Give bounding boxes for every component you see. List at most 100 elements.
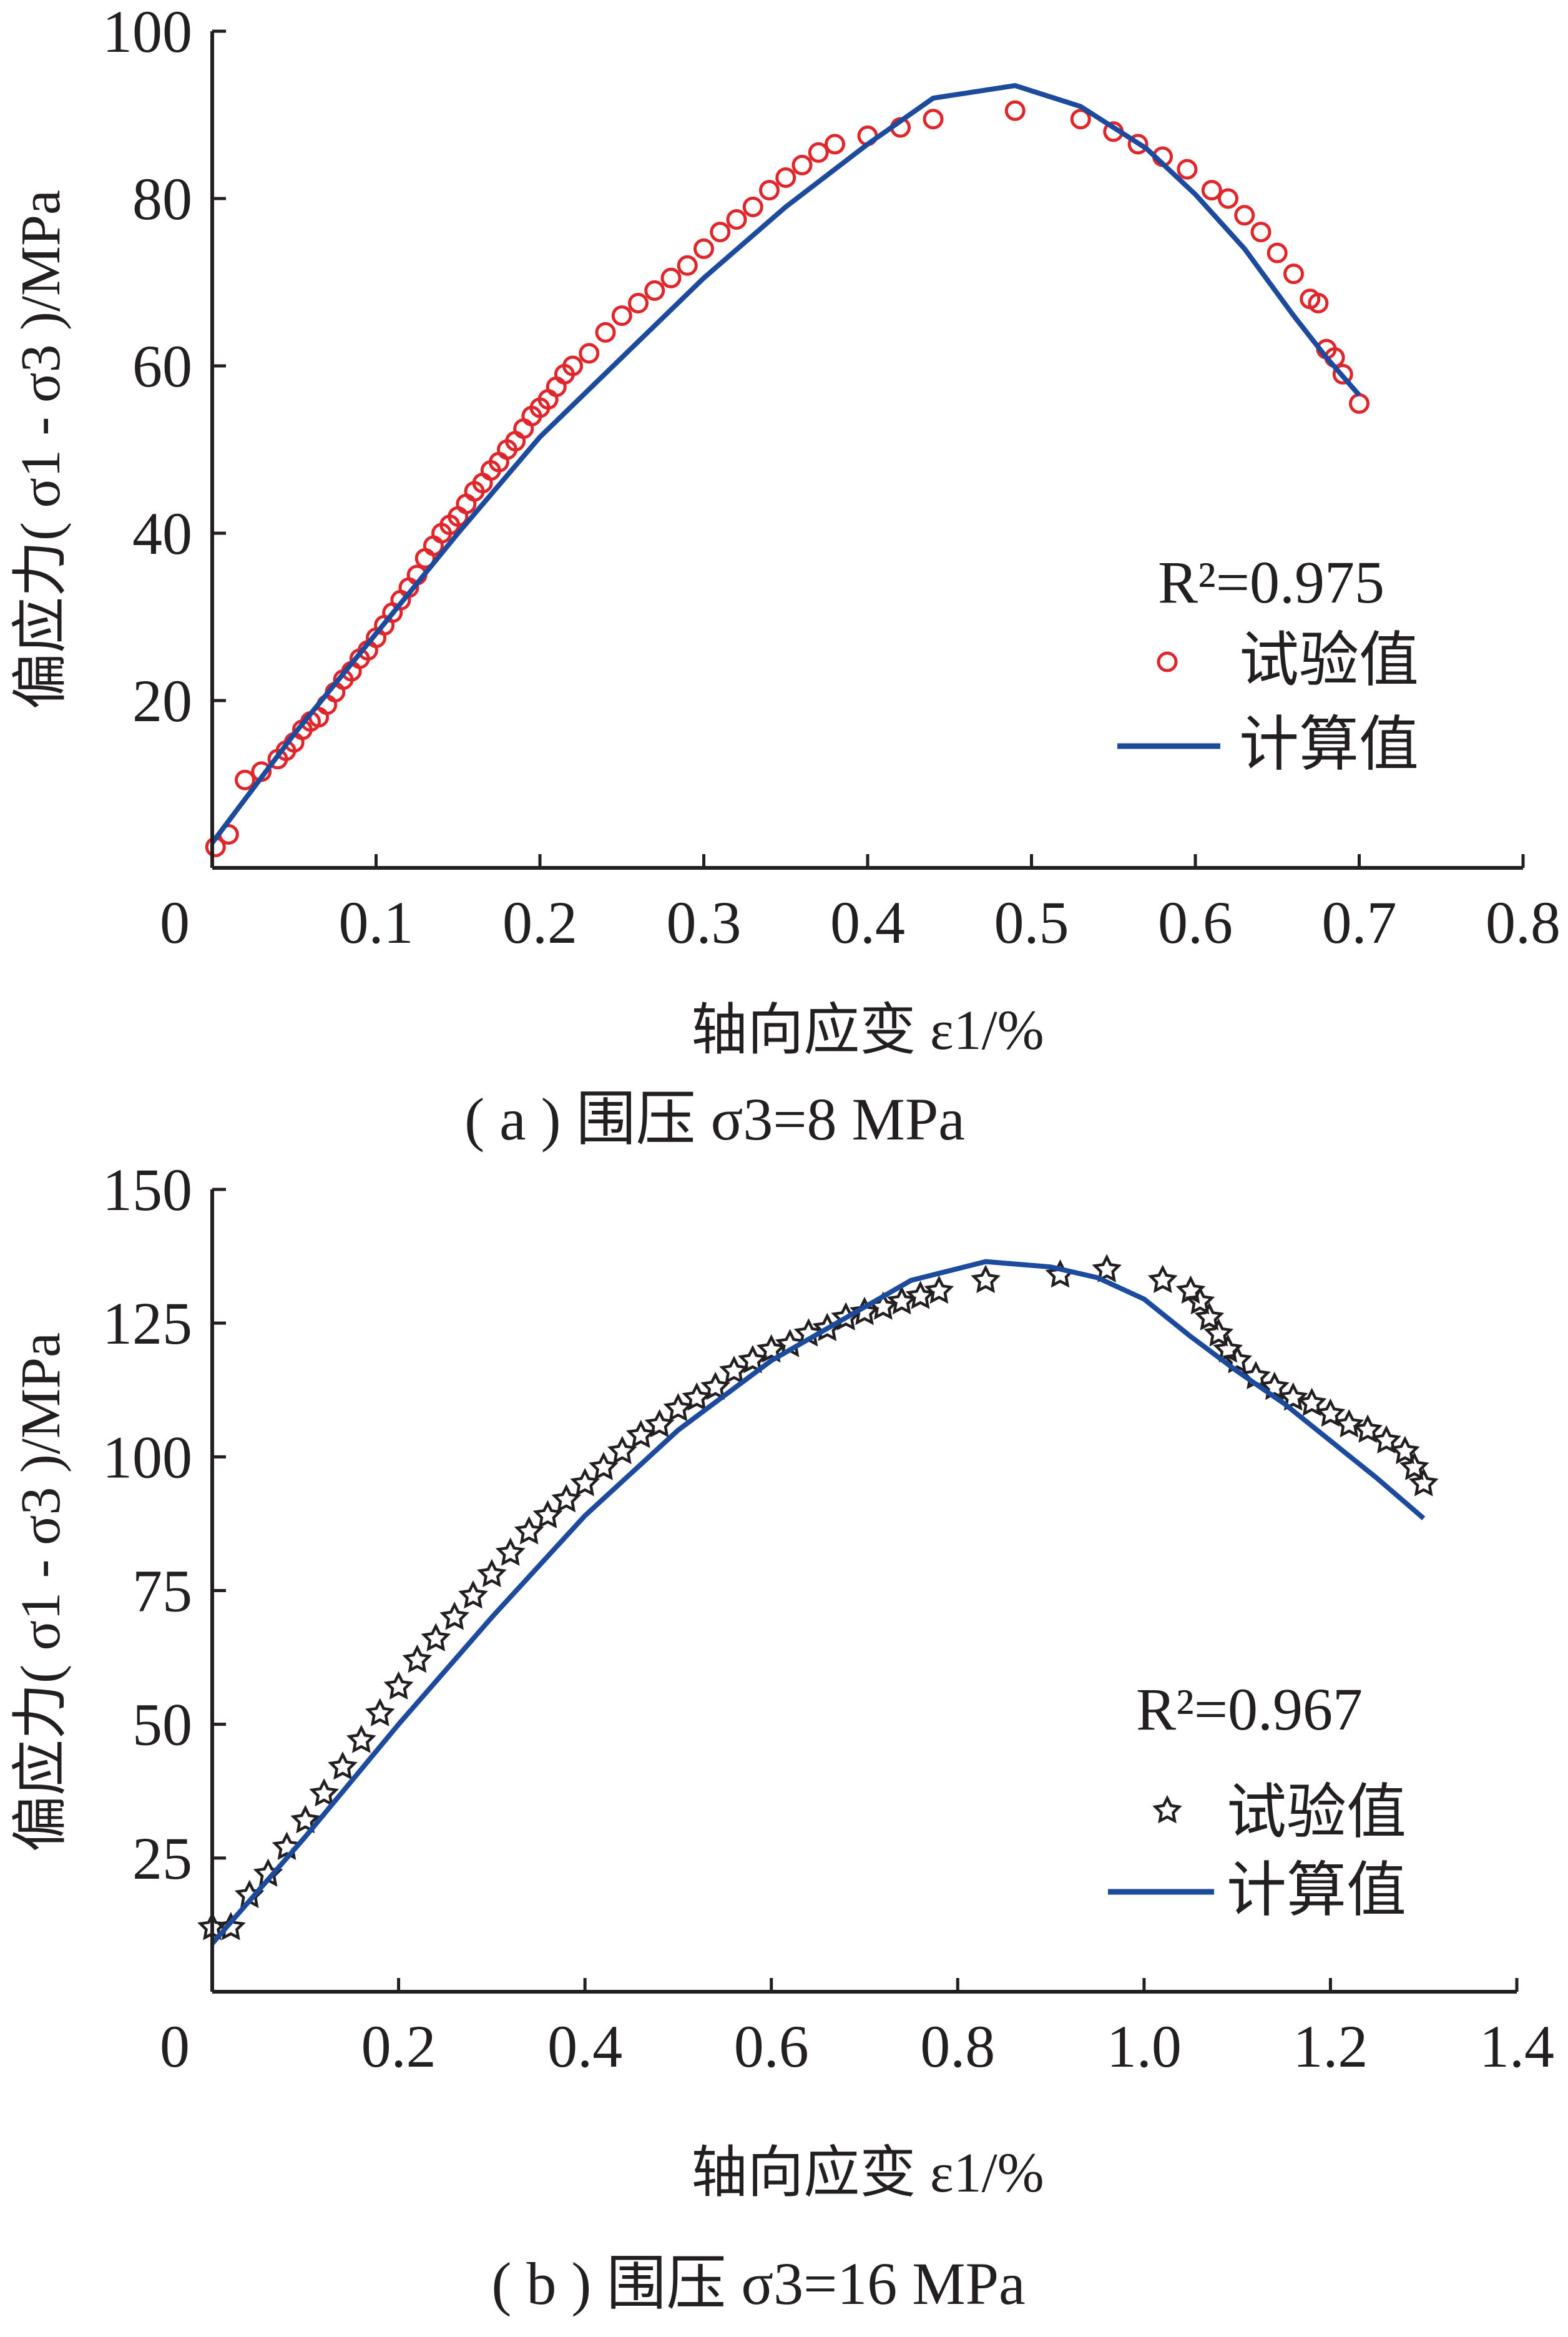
panel-b-legend-label-test: 试验值 [1227, 1779, 1406, 1846]
panel-b-test-point [570, 1468, 600, 1497]
panel-b-y-tick-label: 125 [102, 1290, 192, 1357]
panel-a-y-tick-label: 80 [132, 165, 192, 232]
panel-b-y-tick-label: 100 [102, 1424, 192, 1490]
panel-b-y-tick-label: 150 [102, 1156, 192, 1223]
panel-b-test-point [1408, 1468, 1439, 1497]
panel-a-test-point [1332, 363, 1353, 385]
panel-b-test-point [1371, 1425, 1401, 1454]
panel-a-y-tick-label: 100 [102, 0, 192, 65]
panel-a-test-point [825, 134, 845, 155]
panel-b-y-axis-title: 偏应力( σ1 - σ3 )/MPa [10, 1332, 72, 1852]
panel-b-r-squared: R²=0.967 [1136, 1676, 1363, 1743]
panel-a-x-tick-label: 0.3 [667, 889, 742, 956]
panel-b-ticks: 0 0.2 0.4 0.6 0.8 1.0 1.2 1.4 25 50 75 100 125 150 [102, 1156, 1554, 2080]
panel-a-ticks: 0 0.1 0.2 0.3 0.4 0.5 0.6 0.7 0.8 20 40 60 80 100 [102, 0, 1561, 956]
panel-a-test-point [562, 355, 583, 376]
panel-b-test-point [439, 1601, 469, 1630]
panel-b-test-point [383, 1671, 414, 1700]
panel-a-test-point [1283, 263, 1304, 285]
panel-b-test-point [1315, 1398, 1346, 1427]
panel-b-test-point [272, 1831, 302, 1861]
panel-a-test-point [1349, 393, 1370, 414]
panel-a-test-point [644, 280, 665, 301]
panel-b-x-tick-label: 1.4 [1479, 2013, 1554, 2080]
panel-a-test-point [1250, 222, 1272, 243]
panel-a-test-point [923, 109, 944, 130]
panel-a-x-tick-label: 0.1 [339, 889, 414, 956]
panel-a-x-tick-label: 0.4 [830, 889, 905, 956]
panel-a-test-point [1004, 100, 1026, 121]
panel-b-test-point [1147, 1264, 1178, 1293]
panel-a-x-tick-label: 0.8 [1486, 889, 1561, 956]
panel-b-test-point [216, 1912, 246, 1941]
panel-b-test-point [1092, 1254, 1122, 1282]
panel-b-x-tick-label: 1.2 [1293, 2013, 1368, 2080]
panel-a-test-point [1218, 188, 1238, 209]
panel-b-test-point [905, 1281, 936, 1309]
panel-a-test-point [579, 343, 600, 364]
panel-b-test-point [1185, 1286, 1215, 1315]
panel-a-test-point [726, 209, 747, 230]
panel-a-test-point [742, 196, 763, 217]
panel-a-test-point [660, 267, 682, 288]
panel-b-test-point [421, 1623, 451, 1651]
panel-b-caption: ( b ) 围压 σ3=16 MPa [491, 2250, 1025, 2317]
panel-a-x-tick-label: 0.6 [1158, 889, 1233, 956]
panel-b-x-tick-label: 0.4 [547, 2013, 622, 2080]
panel-b-test-point [1296, 1387, 1327, 1416]
panel-b-test-point [1390, 1435, 1420, 1465]
panel-b-test-point [971, 1264, 1001, 1293]
panel-b-test-point [1222, 1345, 1252, 1374]
panel-b-x-tick-label: 1.0 [1107, 2013, 1182, 2080]
panel-b-test-point [290, 1804, 321, 1834]
panel-a-test-point [1201, 180, 1222, 201]
panel-b-test-point [663, 1393, 693, 1422]
panel-a-test-point [791, 154, 813, 175]
panel-a-test-point [423, 535, 444, 556]
panel-a-x-tick-label: 0 [160, 889, 190, 956]
panel-a-y-tick-label: 60 [132, 333, 192, 400]
panel-b-test-point [756, 1334, 786, 1363]
panel-b-test-point [477, 1558, 507, 1588]
panel-b-test-point [1353, 1414, 1383, 1443]
panel-a-legend-label-test: 试验值 [1239, 627, 1419, 694]
panel-a-test-point [1234, 205, 1255, 226]
panel-a-test-point [595, 322, 616, 343]
panel-a-test-point [1127, 134, 1149, 155]
panel-a-caption: ( a ) 围压 σ3=8 MPa [464, 1086, 965, 1153]
panel-a-test-point [808, 142, 829, 163]
panel-a-x-tick-label: 0.2 [502, 889, 577, 956]
panel-a-test-point [628, 293, 649, 313]
panel-a-test-point [759, 180, 780, 201]
panel-b-y-tick-label: 25 [132, 1825, 192, 1892]
panel-b-x-tick-label: 0 [160, 2013, 190, 2080]
panel-a-marks [205, 83, 1370, 857]
panel-b-test-point [589, 1452, 619, 1480]
panel-b-test-point [924, 1275, 954, 1304]
panel-b-test-point [625, 1420, 656, 1449]
panel-a-r-squared: R²=0.975 [1158, 549, 1384, 616]
panel-a-test-point [693, 238, 714, 259]
panel-b-y-tick-label: 50 [132, 1691, 192, 1758]
panel-a-legend-label-calc: 计算值 [1239, 711, 1419, 778]
panel-b-test-point [1278, 1382, 1308, 1411]
panel-b-y-tick-label: 75 [132, 1558, 192, 1625]
panel-a-test-point [611, 305, 632, 327]
panel-b-series-calc-line [210, 1259, 1426, 1946]
panel-b: 0 0.2 0.4 0.6 0.8 1.0 1.2 1.4 25 50 75 100 125 150 轴向… [10, 1156, 1554, 2317]
panel-a-y-tick-label: 40 [132, 500, 192, 567]
panel-b-x-axis-title: 轴向应变 ε1/% [691, 2142, 1044, 2204]
panel-a-test-point [1070, 109, 1091, 130]
panel-b-test-point [850, 1296, 880, 1326]
panel-a-y-axis-title: 偏应力( σ1 - σ3 )/MPa [10, 190, 72, 709]
panel-b-legend-label-calc: 计算值 [1227, 1857, 1406, 1924]
panel-a-legend-marker-test [1157, 651, 1178, 672]
panel-a-test-point [456, 493, 477, 514]
panel-a-y-tick-label: 20 [132, 667, 192, 734]
panel-a-series-calc-line [210, 83, 1361, 845]
panel-b-test-point [738, 1345, 768, 1374]
panel-b-x-tick-label: 0.2 [361, 2013, 436, 2080]
panel-a-x-axis-title: 轴向应变 ε1/% [691, 1000, 1044, 1061]
panel-a-test-point [710, 222, 731, 243]
